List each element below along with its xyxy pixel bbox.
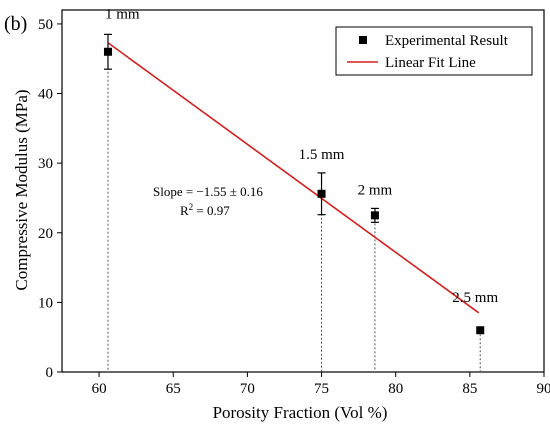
r-squared-superscript: 2 [189,202,194,212]
fit-line-layer [107,42,480,314]
y-axis-ticks: 0 10 20 30 40 50 [38,17,62,381]
x-tick-label: 85 [462,381,477,397]
legend-marker-experimental [359,36,367,44]
y-tick-label: 30 [38,156,53,172]
y-tick-label: 40 [38,87,53,103]
legend-label-experimental: Experimental Result [385,33,509,49]
x-tick-label: 70 [240,381,255,397]
legend-box [335,26,533,76]
point-annotations: 1 mm 1.5 mm 2 mm 2.5 mm [105,6,498,306]
data-point [317,189,326,198]
point-label: 2.5 mm [452,290,498,306]
legend-label-fit: Linear Fit Line [385,55,476,71]
x-axis-ticks: 60 65 70 75 80 85 90 [92,372,550,397]
point-label: 1 mm [105,6,140,22]
data-points [103,33,485,335]
y-tick-label: 50 [38,17,53,33]
guide-lines [107,51,481,372]
r-squared-prefix: R [180,203,189,218]
y-tick-label: 10 [38,295,53,311]
legend: Experimental Result Linear Fit Line [335,26,533,76]
point-label: 2 mm [358,182,393,198]
y-axis-title: Compressive Modulus (MPa) [12,89,31,290]
y-tick-label: 0 [46,365,54,381]
data-point [476,326,485,335]
slope-text: Slope = −1.55 ± 0.16 [153,184,263,199]
x-tick-label: 80 [388,381,403,397]
x-axis-title: Porosity Fraction (Vol %) [213,403,388,422]
data-point [103,47,112,56]
x-tick-label: 75 [314,381,329,397]
point-label: 1.5 mm [299,147,345,163]
y-tick-label: 20 [38,226,53,242]
panel-label: (b) [4,13,27,35]
x-tick-label: 60 [92,381,107,397]
data-point [370,211,379,220]
x-tick-label: 90 [537,381,550,397]
fit-line [107,42,480,314]
plot-area-frame [61,9,545,373]
r-squared-value: = 0.97 [193,203,230,218]
x-tick-label: 65 [166,381,181,397]
r-squared-text: R2 = 0.97 [180,202,230,218]
